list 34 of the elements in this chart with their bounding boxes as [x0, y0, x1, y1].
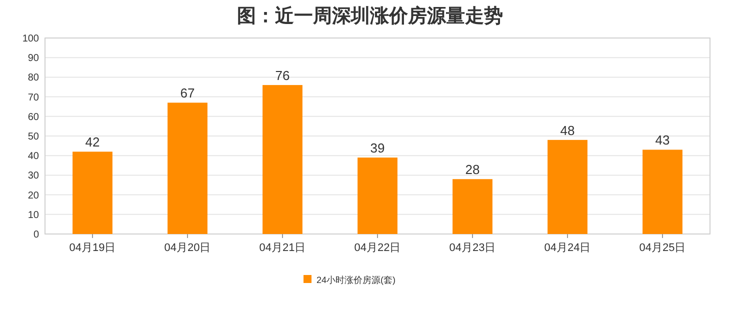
- legend-label: 24小时涨价房源(套): [316, 275, 396, 285]
- bar: [72, 152, 112, 234]
- data-label: 39: [370, 140, 385, 156]
- y-tick-label: 80: [28, 72, 40, 84]
- x-tick-label: 04月21日: [259, 242, 306, 254]
- y-tick-label: 30: [28, 170, 40, 182]
- x-tick-label: 04月25日: [639, 242, 686, 254]
- bar: [168, 102, 208, 234]
- y-tick-label: 20: [28, 190, 40, 202]
- y-tick-label: 90: [28, 53, 40, 64]
- bar: [358, 158, 398, 234]
- data-label: 48: [560, 122, 575, 138]
- bar: [642, 150, 682, 234]
- x-tick-label: 04月19日: [69, 242, 116, 254]
- y-tick-label: 0: [33, 230, 40, 240]
- data-label: 28: [465, 162, 480, 178]
- data-label: 43: [655, 132, 670, 148]
- y-tick-label: 100: [22, 34, 40, 44]
- y-tick-label: 70: [28, 92, 40, 104]
- y-tick-label: 60: [28, 112, 40, 123]
- chart-title: 图：近一周深圳涨价房源量走势: [237, 5, 503, 27]
- bar: [548, 140, 588, 234]
- data-label: 67: [180, 86, 195, 101]
- x-tick-label: 04月23日: [449, 242, 496, 254]
- x-tick-label: 04月20日: [164, 242, 211, 254]
- x-tick-label: 04月24日: [544, 242, 591, 254]
- data-label: 76: [275, 68, 290, 84]
- bar: [452, 179, 492, 234]
- y-tick-label: 50: [28, 132, 40, 142]
- y-tick-label: 40: [28, 151, 40, 162]
- y-tick-label: 10: [28, 210, 40, 221]
- data-label: 42: [85, 134, 100, 150]
- bar: [262, 85, 302, 234]
- x-tick-label: 04月22日: [354, 242, 401, 254]
